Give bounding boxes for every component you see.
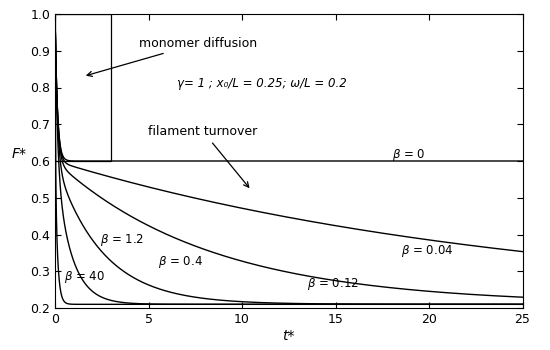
Y-axis label: F*: F* — [12, 147, 26, 161]
Text: monomer diffusion: monomer diffusion — [87, 37, 257, 76]
Text: filament turnover: filament turnover — [148, 125, 258, 187]
Text: $\beta$ = 0.4: $\beta$ = 0.4 — [158, 254, 203, 270]
Bar — [55, 14, 111, 161]
Text: $\beta$ = 0.04: $\beta$ = 0.04 — [401, 243, 453, 259]
Text: $\beta$ = 0: $\beta$ = 0 — [392, 147, 425, 163]
Text: $\beta$ = 1.2: $\beta$ = 1.2 — [100, 232, 144, 248]
Text: $\beta$ = 40: $\beta$ = 40 — [64, 269, 105, 285]
Text: $\beta$ = 0.12: $\beta$ = 0.12 — [307, 276, 359, 292]
X-axis label: t*: t* — [283, 329, 295, 343]
Text: γ= 1 ; x₀/L = 0.25; ω/L = 0.2: γ= 1 ; x₀/L = 0.25; ω/L = 0.2 — [177, 77, 346, 90]
